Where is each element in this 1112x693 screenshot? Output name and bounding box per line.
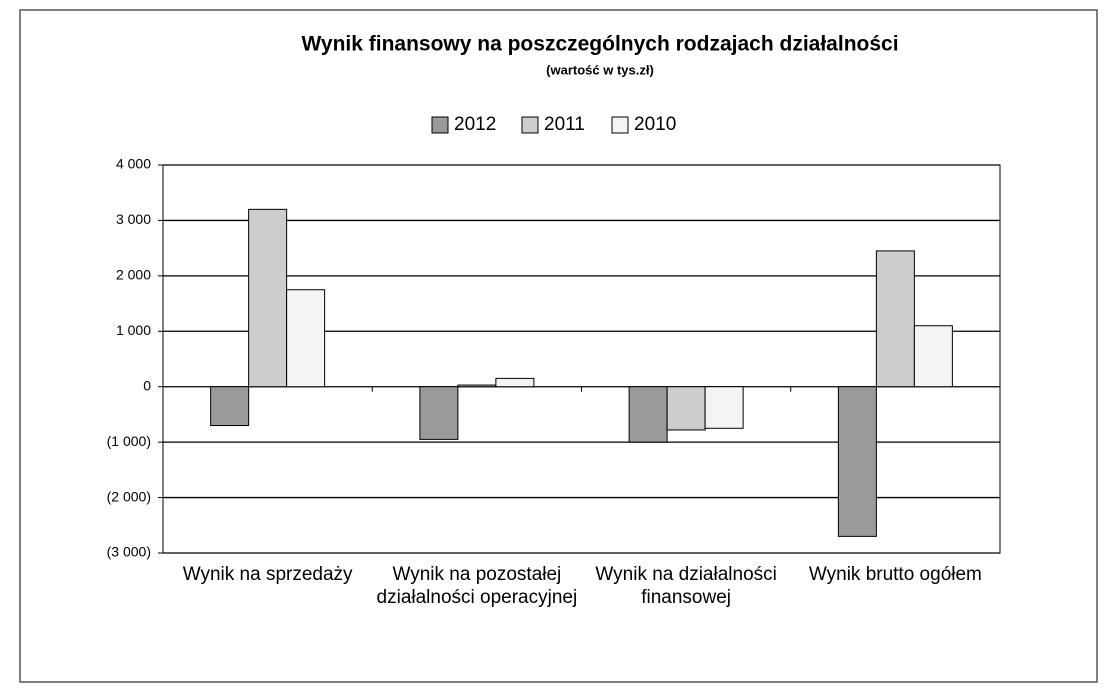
- y-tick-label: 4 000: [116, 156, 151, 172]
- bar: [875, 250, 915, 388]
- bar: [248, 208, 288, 388]
- bar: [704, 386, 744, 429]
- x-tick-label-box: Wynik na działalności finansowej: [595, 564, 777, 608]
- x-tick-label: Wynik brutto ogółem: [808, 564, 982, 585]
- y-tick-label: 1 000: [116, 322, 151, 338]
- bar: [495, 377, 535, 388]
- bar: [628, 386, 668, 443]
- bar: [457, 384, 497, 388]
- legend-label: 2010: [634, 114, 676, 135]
- y-tick-label: 3 000: [116, 211, 151, 227]
- legend-swatch: [521, 116, 539, 134]
- x-tick-label-box: Wynik na sprzedaży: [182, 564, 353, 585]
- chart-title: Wynik finansowy na poszczególnych rodzaj…: [301, 33, 898, 56]
- x-tick-label-box: Wynik na pozostałej działalności operacy…: [376, 564, 578, 608]
- y-tick-label: (3 000): [107, 544, 151, 560]
- bar: [286, 289, 326, 388]
- y-tick-label: (2 000): [107, 488, 151, 504]
- bar: [837, 386, 877, 537]
- x-tick-label-box: Wynik brutto ogółem: [808, 564, 982, 585]
- x-tick-label: Wynik na pozostałej działalności operacy…: [376, 564, 578, 608]
- legend-label: 2012: [454, 114, 496, 135]
- legend-swatch: [431, 116, 449, 134]
- legend-swatch: [611, 116, 629, 134]
- legend-label: 2011: [544, 114, 585, 135]
- x-tick-label: Wynik na działalności finansowej: [595, 564, 777, 608]
- x-tick-label: Wynik na sprzedaży: [182, 564, 353, 585]
- y-tick-label: 0: [143, 377, 151, 393]
- y-tick-label: 2 000: [116, 267, 151, 283]
- bar: [913, 325, 953, 388]
- bar: [666, 386, 706, 431]
- y-tick-label: (1 000): [107, 433, 151, 449]
- bar: [419, 386, 459, 440]
- bar: [210, 386, 250, 427]
- chart-subtitle: (wartość w tys.zł): [546, 62, 654, 77]
